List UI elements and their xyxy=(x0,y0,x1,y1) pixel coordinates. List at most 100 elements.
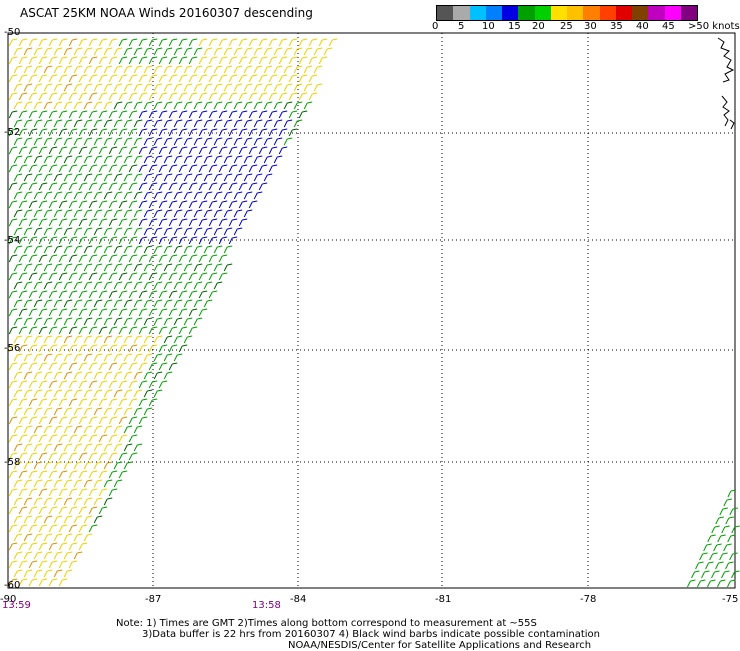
wind-barb xyxy=(38,254,48,263)
wind-barb xyxy=(128,146,138,155)
wind-barb xyxy=(233,155,243,164)
wind-barb xyxy=(188,38,198,47)
legend-label: 45 xyxy=(662,21,675,32)
wind-barb xyxy=(148,236,158,245)
wind-barb xyxy=(108,218,118,227)
wind-barb xyxy=(83,65,93,74)
wind-barb xyxy=(103,155,113,164)
wind-barb xyxy=(168,110,178,119)
wind-barb xyxy=(273,83,283,92)
wind-barb xyxy=(8,290,18,299)
wind-barb xyxy=(43,137,53,146)
wind-barb xyxy=(103,263,113,272)
wind-barb xyxy=(58,398,68,407)
wind-barb xyxy=(298,38,308,47)
note-line: 3)Data buffer is 22 hrs from 20160307 4)… xyxy=(142,629,600,640)
wind-barb xyxy=(43,245,53,254)
wind-barb xyxy=(48,542,58,551)
legend-label: >50 knots xyxy=(688,21,740,32)
wind-barb xyxy=(143,209,153,218)
wind-barb xyxy=(48,146,58,155)
wind-barb xyxy=(63,137,73,146)
wind-barb xyxy=(163,209,173,218)
wind-barb xyxy=(238,182,248,191)
wind-barb xyxy=(23,227,33,236)
wind-barb xyxy=(223,155,233,164)
wind-barb xyxy=(33,497,43,506)
wind-barb xyxy=(33,119,43,128)
wind-barb xyxy=(168,290,178,299)
wind-barb xyxy=(58,110,68,119)
wind-barb xyxy=(173,317,183,326)
wind-barb xyxy=(23,479,33,488)
wind-barb xyxy=(38,164,48,173)
wind-barb xyxy=(158,200,168,209)
wind-barb xyxy=(118,380,128,389)
wind-barb xyxy=(73,389,83,398)
wind-barb xyxy=(118,416,128,425)
wind-barb xyxy=(98,362,108,371)
wind-barb xyxy=(228,92,238,101)
wind-barb xyxy=(93,425,103,434)
wind-barb xyxy=(163,353,173,362)
wind-barb xyxy=(188,56,198,65)
wind-barb xyxy=(278,146,288,155)
wind-barb xyxy=(113,191,123,200)
wind-barb xyxy=(98,236,108,245)
lat-label: -56 xyxy=(4,343,21,354)
wind-barb xyxy=(18,524,28,533)
wind-barb xyxy=(138,380,148,389)
wind-barb xyxy=(8,488,18,497)
wind-barb xyxy=(203,299,213,308)
lat-label: -50 xyxy=(4,27,21,38)
wind-barb xyxy=(148,380,158,389)
wind-barb xyxy=(143,191,153,200)
wind-barb xyxy=(38,308,48,317)
wind-barb xyxy=(223,65,233,74)
wind-barb xyxy=(78,146,88,155)
wind-barb xyxy=(188,182,198,191)
wind-barb xyxy=(23,209,33,218)
wind-barb xyxy=(48,416,58,425)
wind-barb xyxy=(133,173,143,182)
wind-barb xyxy=(48,164,58,173)
wind-barb xyxy=(243,137,253,146)
wind-barb xyxy=(238,128,248,137)
wind-barb xyxy=(63,371,73,380)
wind-barb xyxy=(138,110,148,119)
wind-barb xyxy=(23,443,33,452)
map-frame xyxy=(7,32,736,589)
wind-barb xyxy=(113,47,123,56)
wind-barb xyxy=(298,56,308,65)
wind-barb xyxy=(168,254,178,263)
wind-barb xyxy=(158,218,168,227)
wind-barb xyxy=(18,110,28,119)
wind-barb xyxy=(158,344,168,353)
wind-barb xyxy=(53,407,63,416)
wind-barb xyxy=(173,227,183,236)
wind-barb xyxy=(88,470,98,479)
wind-barb xyxy=(68,128,78,137)
wind-barb xyxy=(33,263,43,272)
wind-barb xyxy=(123,227,133,236)
wind-barb xyxy=(163,227,173,236)
wind-barb xyxy=(13,533,23,542)
wind-barb xyxy=(103,281,113,290)
wind-barb xyxy=(28,344,38,353)
wind-barb xyxy=(173,83,183,92)
wind-barb xyxy=(33,47,43,56)
wind-barb xyxy=(28,560,38,569)
wind-barb xyxy=(8,542,18,551)
wind-barb xyxy=(128,182,138,191)
wind-barb xyxy=(108,254,118,263)
wind-barb xyxy=(58,200,68,209)
wind-barb xyxy=(33,443,43,452)
wind-barb xyxy=(138,290,148,299)
wind-barb xyxy=(73,443,83,452)
wind-barb xyxy=(53,155,63,164)
wind-barb xyxy=(88,506,98,515)
wind-barb xyxy=(103,119,113,128)
wind-barb xyxy=(727,489,737,498)
wind-barb xyxy=(93,371,103,380)
wind-barb xyxy=(53,101,63,110)
